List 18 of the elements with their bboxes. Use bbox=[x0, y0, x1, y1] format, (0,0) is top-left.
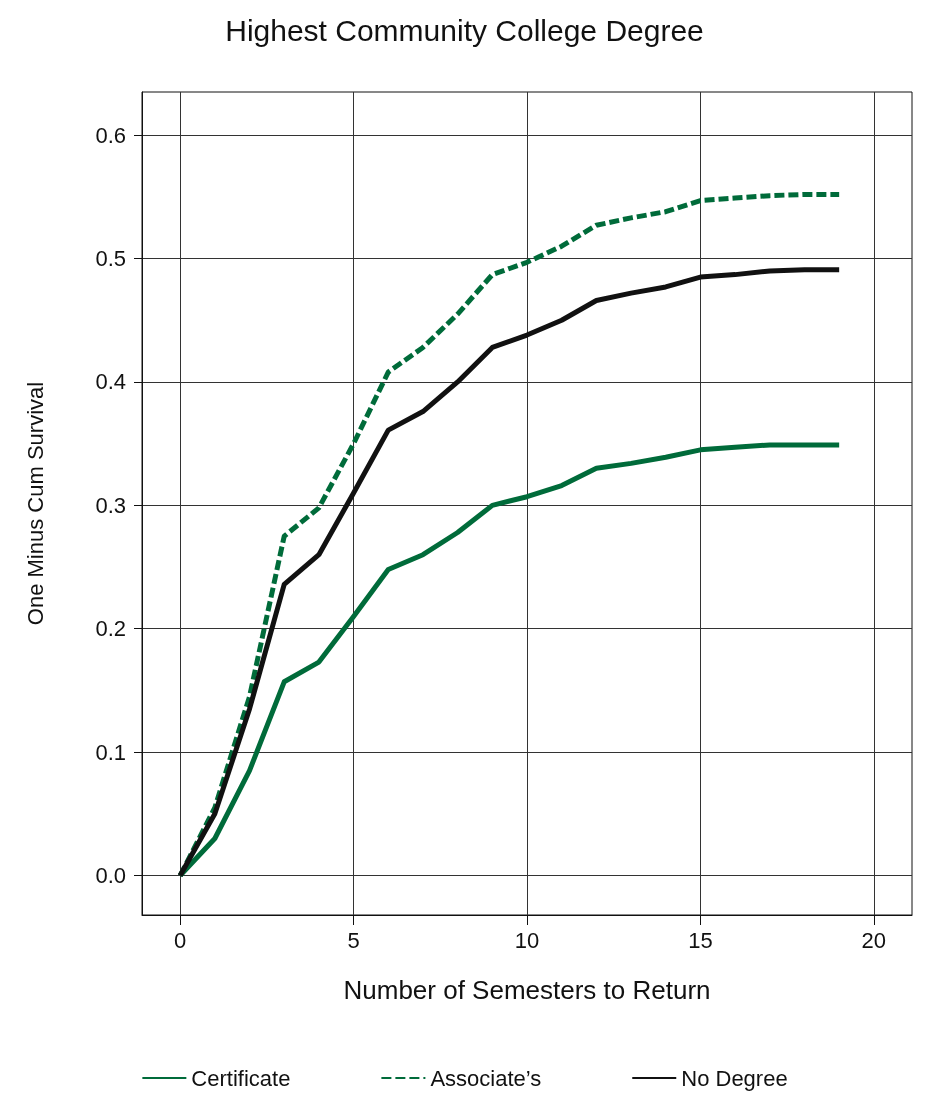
x-tick-label: 5 bbox=[347, 927, 360, 953]
legend-label: Certificate bbox=[191, 1065, 291, 1091]
x-axis-title: Number of Semesters to Return bbox=[343, 975, 711, 1005]
y-tick-label: 0.1 bbox=[95, 739, 126, 765]
y-tick-label: 0.2 bbox=[95, 616, 126, 642]
y-tick-label: 0.3 bbox=[95, 492, 126, 518]
y-tick-label: 0.4 bbox=[95, 369, 126, 395]
y-tick-label: 0.0 bbox=[95, 863, 126, 889]
y-tick-label: 0.5 bbox=[95, 246, 126, 272]
x-tick-label: 10 bbox=[514, 927, 540, 953]
x-tick-label: 15 bbox=[688, 927, 713, 953]
chart-title: Highest Community College Degree bbox=[225, 13, 704, 47]
y-axis-title: One Minus Cum Survival bbox=[22, 381, 48, 626]
x-tick-label: 20 bbox=[861, 927, 887, 953]
x-tick-label: 0 bbox=[174, 927, 187, 953]
y-tick-label: 0.6 bbox=[95, 122, 126, 148]
legend-label: Associate’s bbox=[430, 1065, 542, 1091]
legend-label: No Degree bbox=[681, 1065, 788, 1091]
